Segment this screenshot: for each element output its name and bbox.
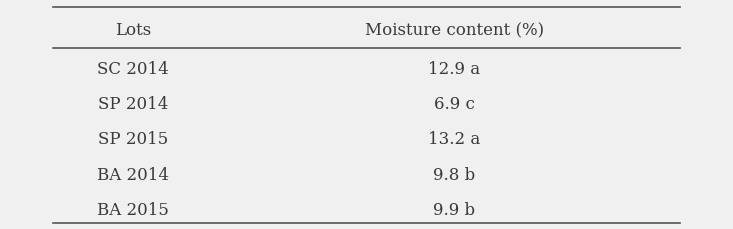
Text: BA 2015: BA 2015 [97,201,169,218]
Text: 6.9 c: 6.9 c [434,96,474,113]
Text: 9.9 b: 9.9 b [433,201,475,218]
Text: SP 2014: SP 2014 [97,96,168,113]
Text: BA 2014: BA 2014 [97,166,169,183]
Text: SC 2014: SC 2014 [97,61,169,78]
Text: 9.8 b: 9.8 b [433,166,475,183]
Text: 13.2 a: 13.2 a [428,131,480,148]
Text: SP 2015: SP 2015 [97,131,168,148]
Text: Moisture content (%): Moisture content (%) [364,22,544,39]
Text: 12.9 a: 12.9 a [428,61,480,78]
Text: Lots: Lots [114,22,151,39]
